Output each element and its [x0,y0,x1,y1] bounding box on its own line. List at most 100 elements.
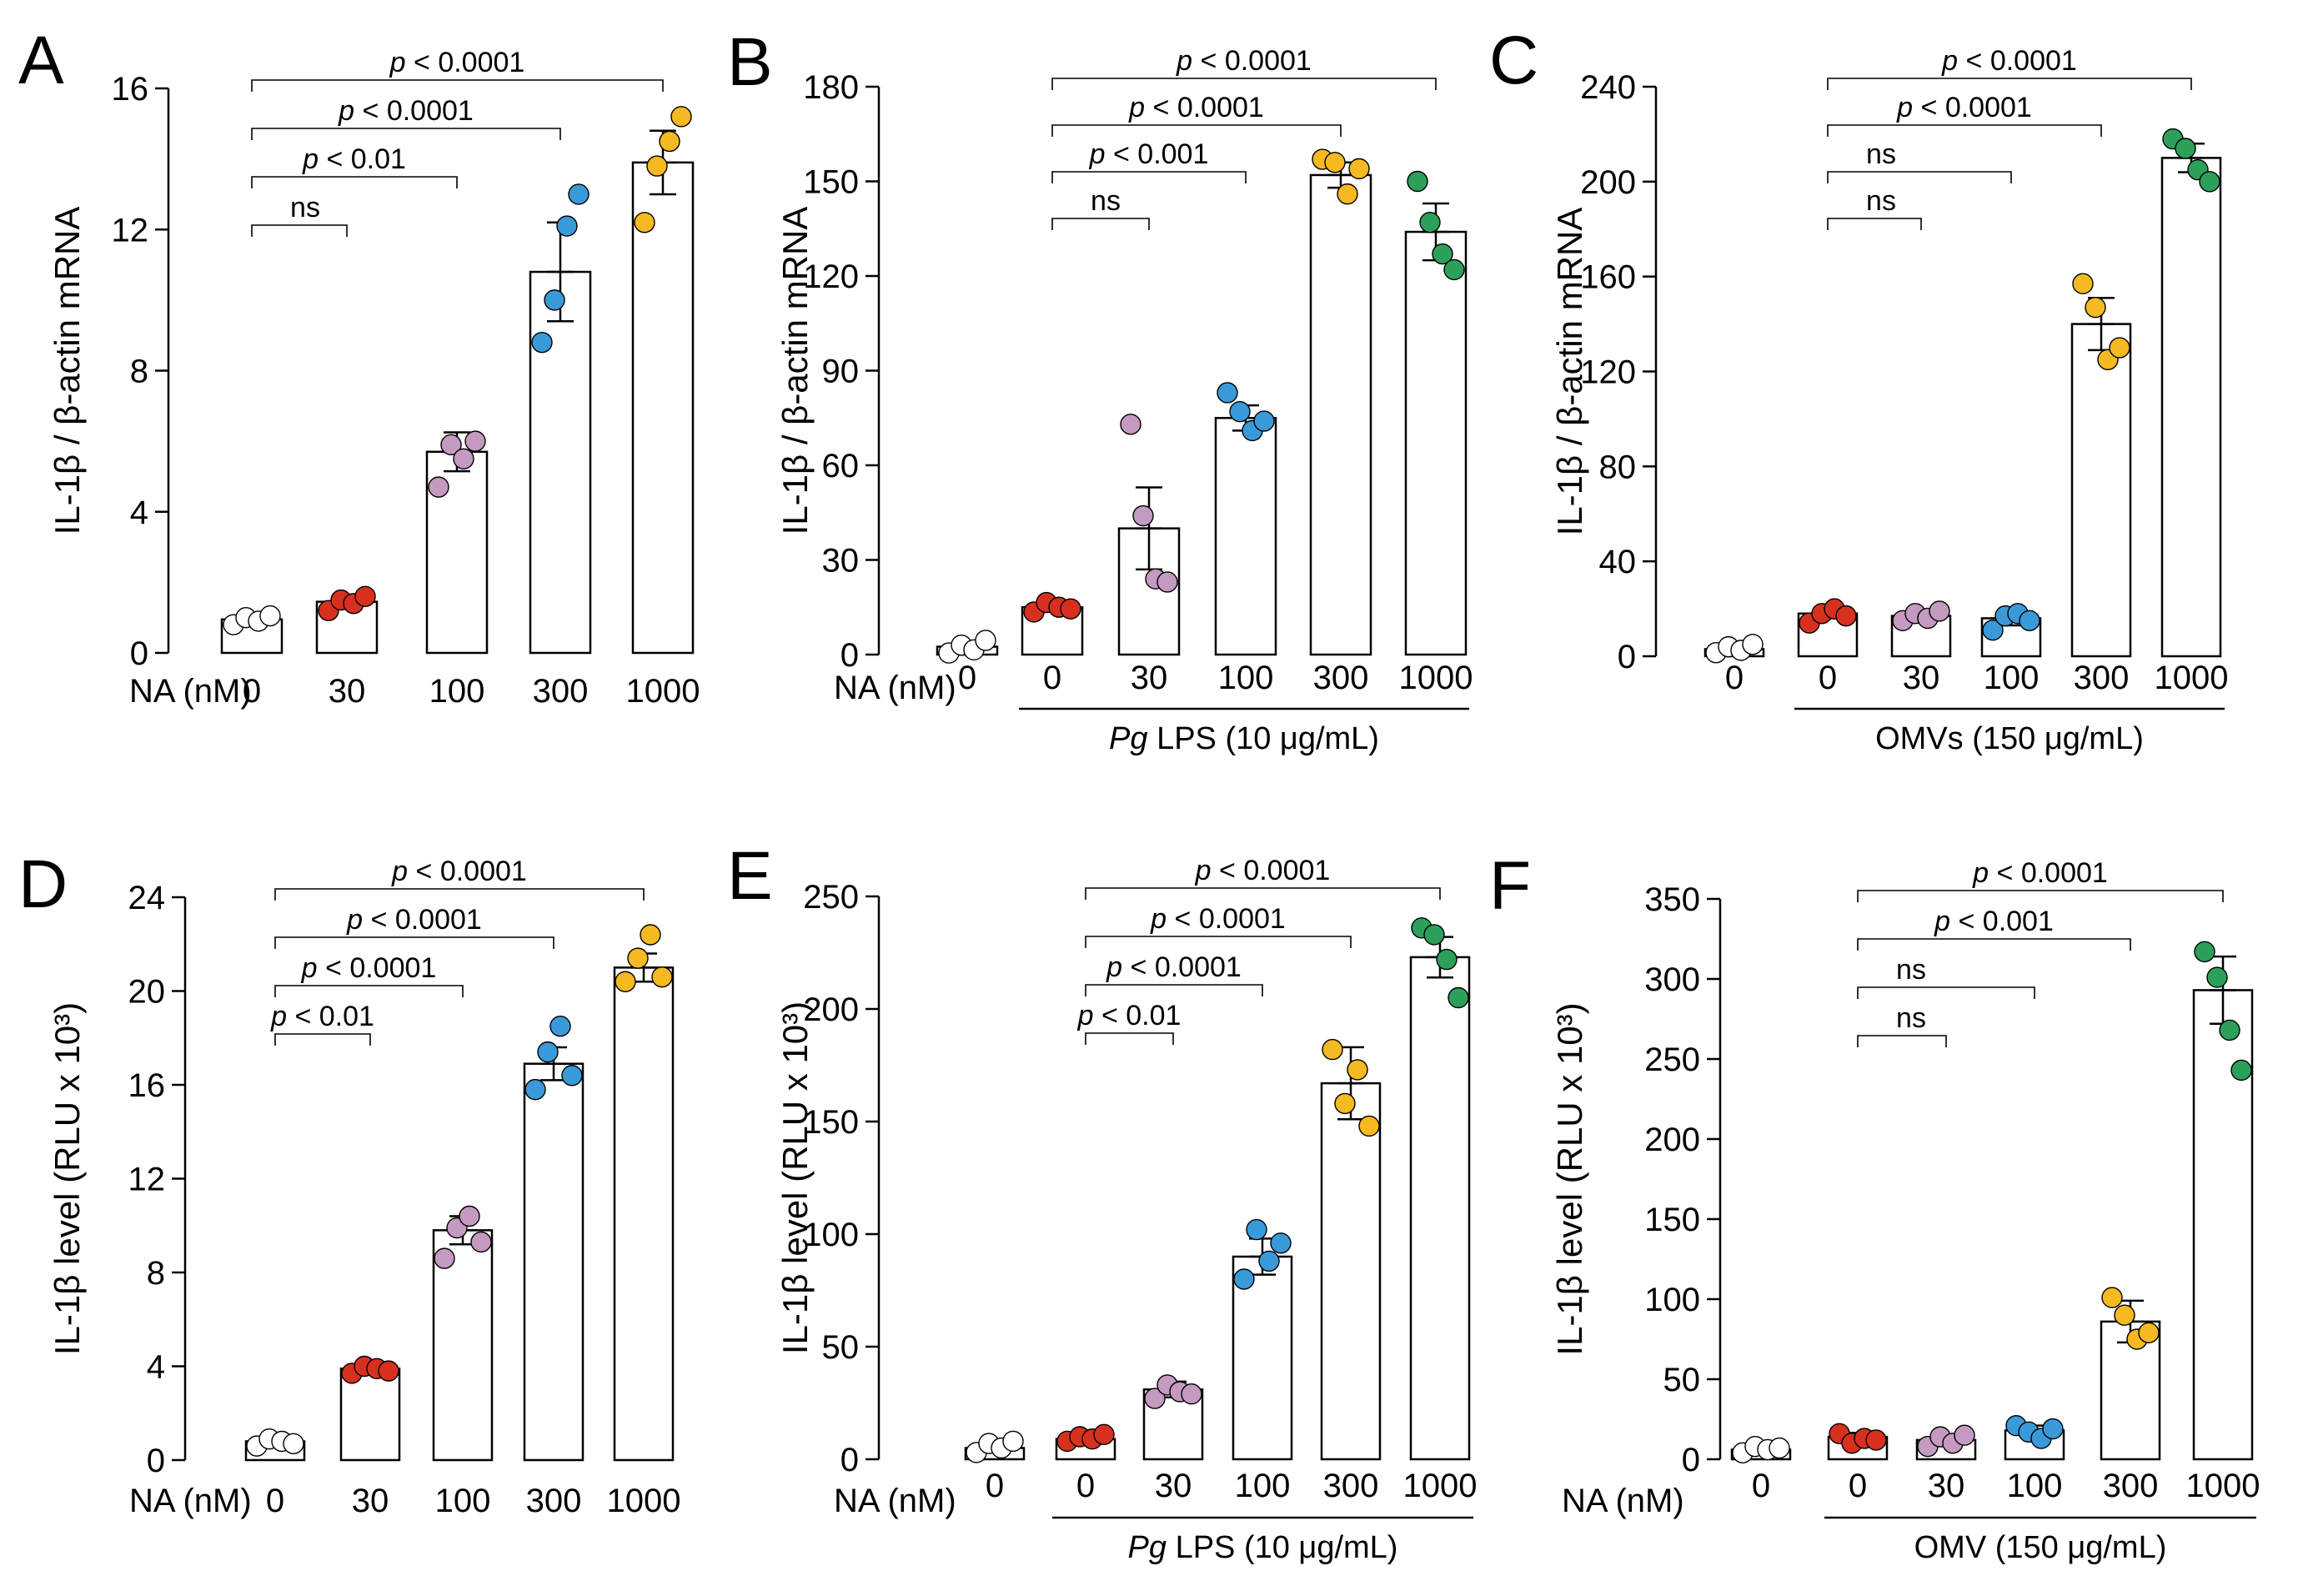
significance-bracket: p < 0.0001 [1857,857,2224,902]
x-axis-label: NA (nM) [834,1483,956,1519]
y-axis-label: IL-1β level (RLU x 10³) [775,1001,815,1354]
y-tick-label: 150 [803,1104,859,1141]
data-point [544,289,565,311]
bracket-line [1085,1032,1174,1045]
significance-label: p < 0.001 [1934,906,2054,937]
data-point [556,215,578,237]
data-point [1132,504,1154,527]
y-tick-label: 12 [112,212,149,248]
data-point [2109,337,2130,359]
significance-bracket: ns [1857,1002,1947,1047]
data-point [1258,1250,1280,1272]
x-tick-label: 0 [243,673,261,710]
significance-bracket: p < 0.01 [251,143,458,188]
x-tick-label: 30 [1928,1468,1965,1504]
x-tick-label: 300 [2074,660,2130,696]
panel-letter: F [1489,848,1531,924]
significance-bracket: p < 0.01 [1077,1000,1182,1045]
bar [613,966,675,1462]
bracket-line [251,224,348,237]
panel-D: D 0 4 8 12 16 20 24 IL-1β level (RLU x 10³) 0 30 10… [18,846,680,1519]
data-point [283,1433,304,1455]
data-point [1865,1429,1887,1451]
y-tick-label: 100 [803,1217,859,1253]
data-point [2230,1059,2252,1082]
panel-letter: C [1489,23,1538,98]
data-point [640,924,661,946]
y-tick-label: 0 [1618,639,1636,675]
x-tick-label: 30 [329,673,366,710]
y-axis-label: IL-1β / β-actin mRNA [775,207,815,535]
bar [425,450,489,655]
data-point [561,1065,583,1087]
bracket-line [251,79,664,92]
significance-label: p < 0.0001 [1896,92,2032,123]
data-point [1835,605,1857,627]
panel-E: E 0 50 100 150 200 250 IL-1β level (RLU x 10³) 0… [727,838,1477,1565]
data-point [1443,258,1465,281]
significance-label: p < 0.001 [1089,138,1209,170]
data-point [1982,619,2004,641]
data-point [428,476,449,498]
group-label: Pg LPS (10 μg/mL) [1109,721,1379,756]
y-tick-label: 350 [1644,881,1700,918]
y-tick-label: 200 [1580,164,1636,201]
bracket-line [1085,984,1263,996]
data-point [1407,170,1428,193]
y-tick-label: 240 [1580,69,1636,106]
data-point [670,106,692,128]
bracket-line [1827,124,2102,137]
significance-label: p < 0.0001 [338,95,474,127]
y-tick-label: 150 [803,164,859,201]
y-axis-label: IL-1β level (RLU x 10³) [1550,1002,1589,1355]
significance-bracket: p < 0.0001 [1085,855,1441,900]
bar [1404,230,1468,656]
bracket-line [1857,938,2131,951]
x-tick-label: 100 [1218,660,1274,696]
group-label: OMV (150 μg/mL) [1914,1530,2167,1565]
x-tick-label: 1000 [1399,660,1473,696]
data-point [1954,1424,1975,1446]
panel-letter: B [727,24,773,100]
y-tick-label: 0 [147,1443,165,1479]
significance-bracket: ns [1857,954,2035,999]
panel-letter: D [18,846,68,922]
significance-label: ns [1866,185,1896,217]
y-axis-label: IL-1β level (RLU x 10³) [48,1002,87,1355]
x-tick-label: 300 [2103,1468,2159,1504]
bar [1214,417,1277,656]
data-point [627,947,649,969]
data-point [1348,158,1370,180]
x-tick-label: 100 [1235,1468,1291,1504]
x-tick-label: 1000 [1403,1468,1478,1504]
bracket-line [1051,218,1150,230]
significance-label: p < 0.01 [270,1001,374,1032]
significance-bracket: ns [1827,138,2012,183]
significance-label: p < 0.0001 [1150,903,1286,935]
significance-bracket: p < 0.0001 [274,856,645,901]
significance-label: p < 0.01 [1077,1000,1182,1031]
y-tick-label: 300 [1644,961,1700,998]
y-tick-label: 20 [128,974,166,1011]
significance-label: p < 0.01 [302,143,406,175]
y-axis-label: IL-1β / β-actin mRNA [1550,208,1589,536]
x-axis-label: NA (nM) [129,1483,252,1519]
data-point [568,183,590,205]
significance-label: p < 0.0001 [1176,45,1312,77]
data-point [1347,1059,1368,1081]
bar [1320,1082,1382,1461]
data-point [1253,410,1275,432]
x-tick-label: 300 [1323,1468,1379,1504]
data-point [378,1360,399,1382]
data-point [1423,924,1445,946]
significance-label: ns [1896,954,1926,986]
x-axis-label: NA (nM) [834,670,956,706]
bracket-line [1085,887,1441,900]
y-tick-label: 24 [128,880,166,916]
data-point [2019,610,2040,632]
y-tick-label: 50 [1663,1362,1701,1398]
data-point [1060,598,1081,620]
data-point [1270,1232,1292,1254]
x-tick-label: 300 [526,1483,582,1519]
